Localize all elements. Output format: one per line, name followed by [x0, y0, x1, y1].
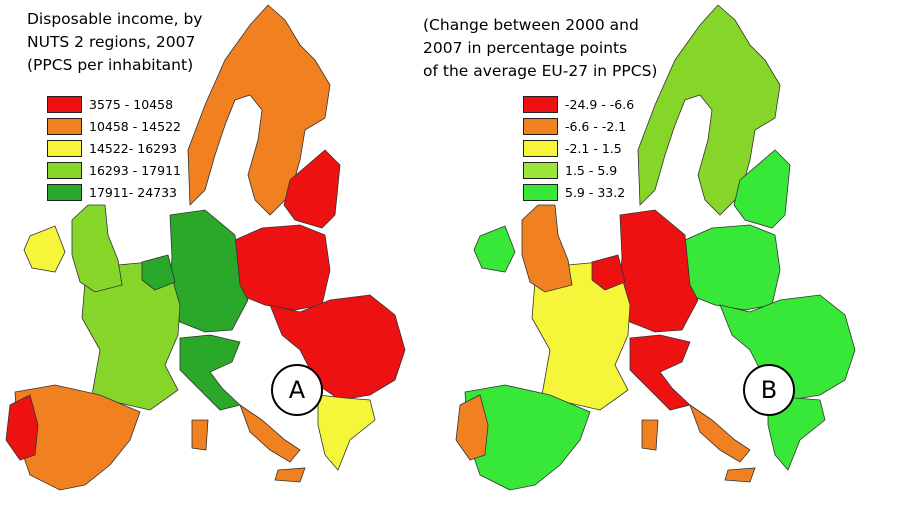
legend-a-swatch	[47, 117, 82, 135]
legend-a-item: 16293 - 17911	[47, 159, 181, 181]
panel-label-badge-a: A	[271, 364, 323, 416]
region-nordic	[637, 4, 781, 216]
map-title-b-line-2: 2007 in percentage points	[423, 39, 628, 57]
legend-a-label: 3575 - 10458	[89, 96, 174, 112]
region-italy-north	[179, 334, 241, 411]
legend-a-item: 14522- 16293	[47, 137, 181, 159]
legend-b-label: 5.9 - 33.2	[565, 184, 626, 200]
region-iberia	[464, 384, 591, 491]
map-title-a-line-1: Disposable income, by	[27, 10, 203, 28]
europe-map-a	[5, 4, 406, 491]
region-uk	[521, 204, 573, 293]
region-portugal	[5, 394, 39, 461]
legend-b-swatch	[523, 139, 558, 157]
legend-b-swatch	[523, 95, 558, 113]
region-italy-south	[641, 403, 756, 483]
region-ireland	[473, 225, 516, 273]
panel-label-badge-b: B	[743, 364, 795, 416]
map-panel-b: (Change between 2000 and 2007 in percent…	[423, 0, 900, 531]
map-panel-a: Disposable income, by NUTS 2 regions, 20…	[5, 4, 406, 491]
legend-a-swatch	[47, 95, 82, 113]
legend-a-item: 3575 - 10458	[47, 93, 181, 115]
legend-b-item: 5.9 - 33.2	[523, 181, 634, 203]
legend-b-label: -6.6 - -2.1	[565, 118, 627, 134]
legend-a-swatch	[47, 183, 82, 201]
legend-a-label: 17911- 24733	[89, 184, 178, 200]
region-greece	[767, 394, 826, 471]
europe-map-b	[455, 4, 856, 491]
legend-b-label: -24.9 - -6.6	[565, 96, 635, 112]
legend-a-swatch	[47, 139, 82, 157]
region-benelux	[591, 254, 626, 291]
legend-a-item: 10458 - 14522	[47, 115, 181, 137]
map-title-a-line-2: NUTS 2 regions, 2007	[27, 33, 196, 51]
legend-b-swatch	[523, 161, 558, 179]
region-benelux	[141, 254, 176, 291]
legend-a-swatch	[47, 161, 82, 179]
region-germany	[617, 209, 699, 333]
legend-b-item: -24.9 - -6.6	[523, 93, 634, 115]
region-germany	[167, 209, 249, 333]
legend-b-swatch	[523, 183, 558, 201]
region-baltic	[733, 149, 791, 229]
region-italy-north	[629, 334, 691, 411]
map-title-b-line-3: of the average EU-27 in PPCS)	[423, 62, 658, 80]
map-title-a: Disposable income, by NUTS 2 regions, 20…	[27, 8, 202, 77]
legend-b-item: -6.6 - -2.1	[523, 115, 634, 137]
region-ireland	[23, 225, 66, 273]
legend-b-label: -2.1 - 1.5	[565, 140, 622, 156]
legend-a-label: 16293 - 17911	[89, 162, 181, 178]
legend-b-label: 1.5 - 5.9	[565, 162, 618, 178]
region-balkans	[719, 294, 856, 401]
legend-a-label: 10458 - 14522	[89, 118, 181, 134]
region-iberia	[14, 384, 141, 491]
region-portugal	[455, 394, 489, 461]
map-title-b: (Change between 2000 and 2007 in percent…	[423, 14, 657, 83]
region-greece	[317, 394, 376, 471]
legend-b-item: -2.1 - 1.5	[523, 137, 634, 159]
legend-b-swatch	[523, 117, 558, 135]
region-baltic	[283, 149, 341, 229]
legend-b: -24.9 - -6.6 -6.6 - -2.1 -2.1 - 1.5 1.5 …	[523, 93, 634, 203]
map-title-b-line-1: (Change between 2000 and	[423, 16, 639, 34]
region-uk	[71, 204, 123, 293]
legend-a: 3575 - 10458 10458 - 14522 14522- 16293 …	[47, 93, 181, 203]
legend-b-item: 1.5 - 5.9	[523, 159, 634, 181]
region-nordic	[187, 4, 331, 216]
map-title-a-line-3: (PPCS per inhabitant)	[27, 56, 194, 74]
legend-a-item: 17911- 24733	[47, 181, 181, 203]
legend-a-label: 14522- 16293	[89, 140, 178, 156]
region-italy-south	[191, 403, 306, 483]
region-balkans	[269, 294, 406, 401]
